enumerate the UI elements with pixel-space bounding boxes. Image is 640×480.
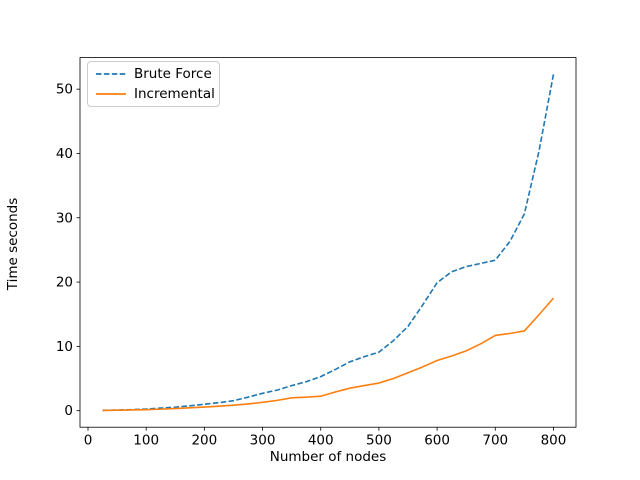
legend-label-incremental: Incremental — [134, 85, 215, 102]
x-tick-label: 700 — [482, 433, 508, 449]
series-line-incremental — [102, 297, 555, 412]
legend-item-incremental: Incremental — [96, 86, 215, 103]
x-axis-label: Number of nodes — [269, 449, 387, 465]
legend-item-brute-force: Brute Force — [96, 66, 212, 83]
x-tick-label: 400 — [308, 433, 334, 449]
solid-line-swatch — [96, 92, 126, 95]
x-tick-label: 0 — [84, 433, 93, 449]
series-line-brute-force — [102, 74, 555, 412]
x-tick-label: 200 — [191, 433, 217, 449]
x-tick-label: 100 — [133, 433, 159, 449]
x-tick-label: 500 — [366, 433, 392, 449]
y-axis-label: Time seconds — [5, 197, 21, 291]
y-tick-label: 30 — [56, 210, 73, 226]
legend-label-brute-force: Brute Force — [134, 66, 212, 83]
x-tick-label: 800 — [541, 433, 567, 449]
y-tick-label: 50 — [56, 82, 73, 98]
x-tick-label: 300 — [250, 433, 276, 449]
y-tick-label: 0 — [64, 403, 73, 419]
y-tick-label: 10 — [56, 339, 73, 355]
dashed-line-swatch — [96, 73, 126, 76]
axes-frame — [79, 57, 577, 428]
y-tick-label: 20 — [56, 275, 73, 291]
x-tick-label: 600 — [424, 433, 450, 449]
legend: Brute Force Incremental — [87, 61, 220, 107]
y-tick-label: 40 — [56, 146, 73, 162]
